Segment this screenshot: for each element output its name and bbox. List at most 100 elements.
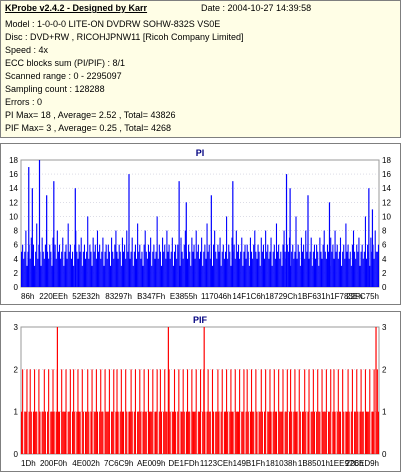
bar [166, 230, 168, 287]
bar [278, 369, 280, 454]
disc-line: Disc : DVD+RW , RICOHJPNW11 [Ricoh Compa… [5, 32, 244, 42]
bar [98, 251, 100, 287]
bar [221, 251, 223, 287]
bar [102, 411, 104, 454]
x-tick-label: 52E32h [72, 292, 100, 301]
bar [25, 230, 27, 287]
bar [69, 244, 71, 287]
bar [150, 237, 152, 287]
x-tick-label: DE1FDh [168, 459, 199, 468]
x-tick-label: 1123CEh [200, 459, 233, 468]
bar [170, 251, 172, 287]
bar [324, 251, 326, 287]
bar [28, 411, 30, 454]
x-tick-label: 149B1Fh [233, 459, 265, 468]
bar [42, 251, 44, 287]
bar [361, 411, 363, 454]
bar [249, 237, 251, 287]
spike-bar [46, 195, 48, 287]
bar [154, 258, 156, 287]
bar [281, 265, 283, 287]
bar [52, 237, 54, 287]
bar [333, 258, 335, 287]
bar [64, 411, 66, 454]
bar [377, 411, 379, 454]
bar [162, 237, 164, 287]
bar [377, 244, 379, 287]
bar [349, 251, 351, 287]
bar [249, 411, 251, 454]
spike-bar [185, 202, 187, 287]
bar [332, 244, 334, 287]
bar [160, 265, 163, 287]
bar [231, 411, 233, 454]
bar [252, 411, 254, 454]
bar [108, 251, 110, 287]
pi-chart: PI 0 0 2 2 4 4 6 6 8 8 10 10 12 12 14 14 16 16 18 18 86h 220EE… [9, 148, 391, 301]
bar [214, 230, 216, 287]
bar [22, 369, 24, 454]
bar [58, 244, 61, 287]
bar [268, 411, 270, 454]
bar [332, 411, 334, 454]
bar [63, 411, 65, 454]
bar [313, 411, 315, 454]
bar [47, 411, 49, 454]
bar [85, 411, 87, 454]
bar [58, 411, 61, 454]
bar [166, 411, 168, 454]
spike-bar [74, 188, 76, 287]
bar [245, 411, 247, 454]
chart-title: PI [196, 148, 205, 158]
bar [36, 411, 38, 454]
bar [145, 251, 147, 287]
bar [73, 265, 75, 287]
bar [277, 251, 279, 287]
y-tick-label-left: 18 [9, 156, 18, 165]
bar [80, 237, 82, 287]
bar [281, 411, 283, 454]
bar [237, 411, 240, 454]
bar [35, 251, 37, 287]
bar [305, 230, 307, 287]
bar [92, 237, 94, 287]
bar [107, 244, 109, 287]
x-tick-label: 220EEh [39, 292, 67, 301]
bar [206, 411, 208, 454]
bar [271, 265, 273, 287]
bar [51, 265, 53, 287]
bar [53, 411, 55, 454]
bar [322, 411, 324, 454]
bar [303, 411, 305, 454]
bar [76, 251, 78, 287]
bar [227, 411, 229, 454]
bar [273, 244, 275, 287]
bar [365, 258, 368, 287]
bar [177, 244, 179, 287]
bar [312, 251, 314, 287]
bar [167, 251, 169, 287]
bar [283, 230, 285, 287]
bar [186, 258, 189, 287]
bar [282, 369, 284, 454]
bar [250, 369, 253, 454]
y-tick-label-right: 2 [382, 269, 387, 278]
bar [256, 258, 258, 287]
bar [155, 411, 157, 454]
bar [190, 265, 192, 287]
bar [229, 411, 231, 454]
bar [69, 369, 71, 454]
pif-summary-line: PIF Max= 3 , Average= 0.25 , Total= 4268 [5, 123, 172, 133]
bar [144, 411, 146, 454]
bar [196, 251, 198, 287]
bar [367, 411, 369, 454]
bar [121, 411, 123, 454]
bar [164, 369, 166, 454]
bar [152, 369, 154, 454]
bar [100, 258, 102, 287]
bar [319, 411, 321, 454]
y-tick-label-right: 0 [382, 450, 387, 459]
bar [347, 369, 349, 454]
pi-summary-line: PI Max= 18 , Average= 2.52 , Total= 4382… [5, 110, 176, 120]
bar [205, 258, 207, 287]
